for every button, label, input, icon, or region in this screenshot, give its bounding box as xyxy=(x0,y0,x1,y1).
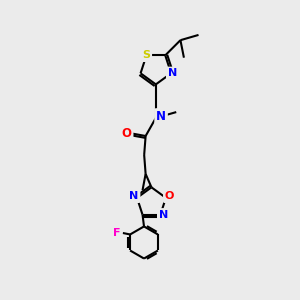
Text: N: N xyxy=(156,110,166,123)
Text: F: F xyxy=(113,228,121,238)
Text: S: S xyxy=(142,50,150,60)
Text: O: O xyxy=(122,127,132,140)
Text: N: N xyxy=(168,68,177,78)
Text: N: N xyxy=(130,191,139,201)
Text: O: O xyxy=(165,191,174,201)
Text: N: N xyxy=(159,210,168,220)
